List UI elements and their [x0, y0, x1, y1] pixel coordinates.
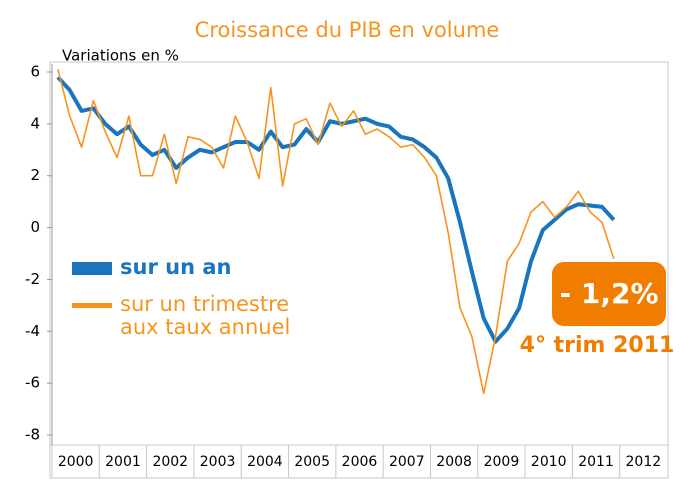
y-axis-label: Variations en %	[62, 47, 179, 65]
series-line	[56, 75, 616, 344]
x-tick-label: 2011	[578, 454, 614, 470]
plot-frame	[49, 61, 669, 479]
annotation-box	[552, 262, 666, 326]
x-tick-label: 2001	[105, 454, 141, 470]
legend-swatch	[72, 262, 112, 275]
x-tick-label: 2007	[389, 454, 425, 470]
y-tick-label: -6	[25, 374, 40, 392]
legend-item: sur un an	[72, 256, 231, 279]
x-tick-label: 2003	[200, 454, 236, 470]
y-tick-label: -8	[25, 426, 40, 444]
y-tick-label: -4	[25, 322, 40, 340]
chart-title: Croissance du PIB en volume	[195, 18, 500, 42]
x-tick-label: 2004	[247, 454, 283, 470]
legend-item: sur un trimestre aux taux annuel	[72, 293, 332, 339]
annotation-value: - 1,2%	[559, 277, 658, 310]
x-tick-label: 2008	[436, 454, 472, 470]
y-tick-label: 2	[30, 166, 40, 184]
series-line	[57, 69, 615, 395]
annotation-date: 4° trim 2011	[520, 333, 675, 358]
x-tick-label: 2010	[531, 454, 567, 470]
y-tick-label: 4	[30, 114, 40, 132]
x-tick-label: 2002	[152, 454, 188, 470]
x-tick-label: 2006	[342, 454, 378, 470]
x-tick-label: 2005	[294, 454, 330, 470]
legend-label: sur un an	[120, 255, 232, 279]
y-tick-label: 0	[30, 218, 40, 236]
x-tick-label: 2009	[484, 454, 520, 470]
x-tick-label: 2012	[626, 454, 662, 470]
legend-swatch	[72, 303, 112, 308]
legend-label: sur un trimestre aux taux annuel	[120, 292, 291, 339]
x-tick-label: 2000	[58, 454, 94, 470]
y-tick-label: 6	[30, 63, 40, 81]
y-tick-label: -2	[25, 270, 40, 288]
